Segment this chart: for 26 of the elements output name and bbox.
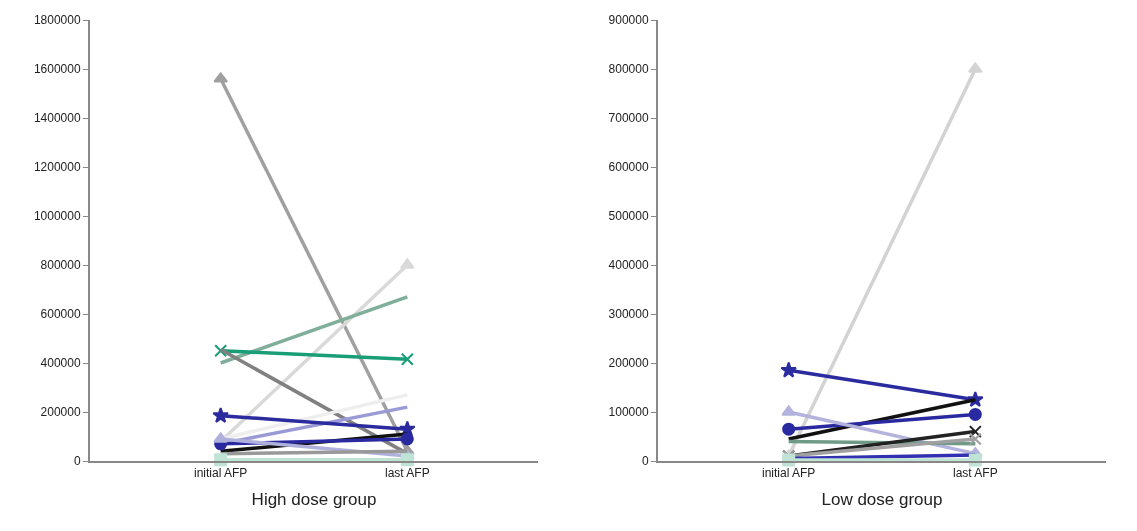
y-tick-label: 0 [641, 454, 649, 469]
y-tick-label: 400000 [40, 356, 81, 371]
y-tick-label: 200000 [40, 405, 81, 420]
y-tick-label: 1600000 [33, 62, 81, 77]
y-tick-label: 1200000 [33, 160, 81, 175]
x-axis-title: High dose group [251, 490, 377, 510]
y-tick-label: 100000 [608, 405, 649, 420]
y-tick-label: 800000 [40, 258, 81, 273]
y-tick-label: 800000 [608, 62, 649, 77]
y-tick-label: 700000 [608, 111, 649, 126]
y-tick-label: 300000 [608, 307, 649, 322]
y-tick-label: 900000 [608, 13, 649, 28]
y-tick-label: 1800000 [33, 13, 81, 28]
y-tick-label: 600000 [40, 307, 81, 322]
y-tick-label: 500000 [608, 209, 649, 224]
x-axis-title: Low dose group [821, 490, 943, 510]
x-tick-label: initial AFP [193, 466, 248, 481]
x-tick-label: last AFP [384, 466, 430, 481]
y-tick-label: 400000 [608, 258, 649, 273]
y-tick-label: 1400000 [33, 111, 81, 126]
x-tick-label: last AFP [952, 466, 998, 481]
y-tick-label: 200000 [608, 356, 649, 371]
x-tick-label: initial AFP [761, 466, 816, 481]
y-tick-label: 0 [73, 454, 81, 469]
y-tick-label: 1000000 [33, 209, 81, 224]
y-tick-label: 600000 [608, 160, 649, 175]
